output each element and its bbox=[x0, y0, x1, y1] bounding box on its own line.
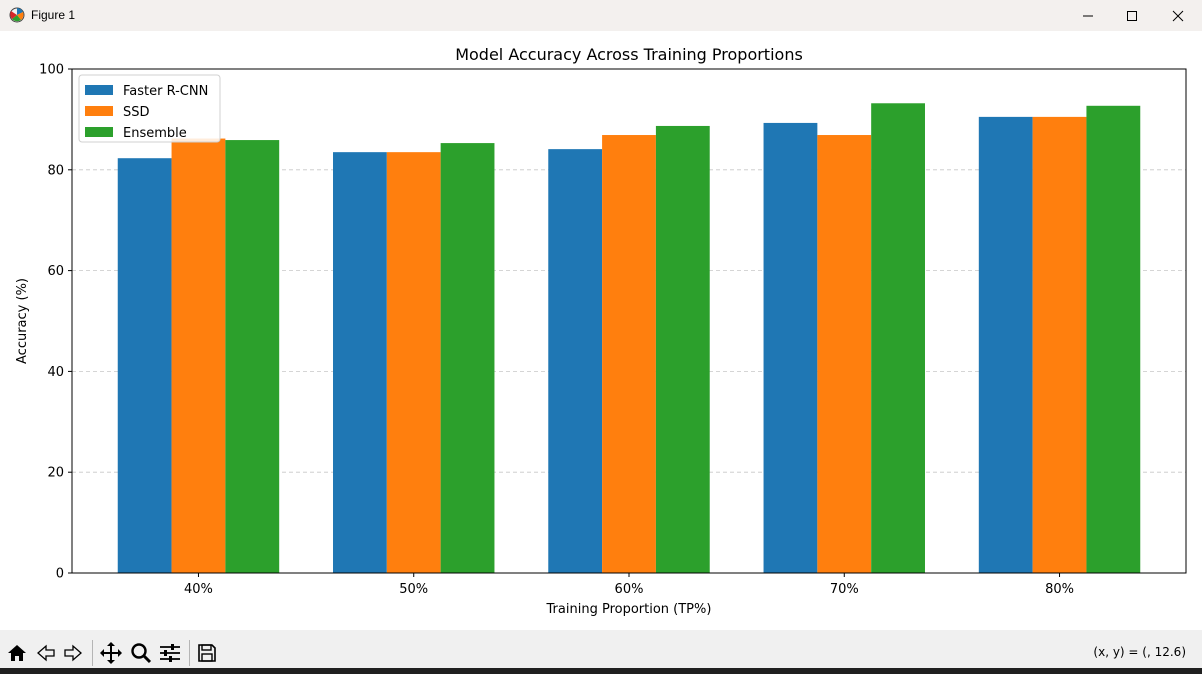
legend-label: SSD bbox=[123, 105, 150, 120]
close-icon bbox=[1172, 10, 1184, 21]
home-button[interactable] bbox=[4, 640, 30, 666]
minimize-button[interactable] bbox=[1065, 0, 1111, 31]
legend-swatch bbox=[85, 85, 113, 95]
save-floppy-icon bbox=[198, 644, 216, 662]
forward-button[interactable] bbox=[60, 640, 86, 666]
maximize-icon bbox=[1127, 10, 1137, 21]
toolbar-separator bbox=[189, 640, 190, 666]
bar-ensemble-3 bbox=[871, 103, 925, 573]
bar-ensemble-4 bbox=[1086, 105, 1141, 574]
y-tick-label: 20 bbox=[47, 466, 64, 481]
home-icon bbox=[8, 645, 26, 661]
x-tick-label: 70% bbox=[830, 582, 859, 597]
forward-arrow-icon bbox=[64, 644, 82, 662]
bar-faster-r-cnn-0 bbox=[117, 158, 172, 573]
bar-faster-r-cnn-2 bbox=[548, 149, 603, 574]
configure-subplots-icon bbox=[160, 644, 180, 662]
bar-faster-r-cnn-3 bbox=[763, 122, 818, 573]
x-tick-label: 40% bbox=[184, 582, 213, 597]
figure-canvas[interactable]: 0 20 40 60 80 100 40% 50% 60% 70% 80% Model Accur… bbox=[0, 31, 1202, 630]
close-button[interactable] bbox=[1155, 0, 1201, 31]
y-tick-label: 0 bbox=[56, 567, 64, 582]
legend-swatch bbox=[85, 127, 113, 137]
bar-faster-r-cnn-1 bbox=[333, 152, 387, 573]
save-button[interactable] bbox=[194, 640, 220, 666]
y-tick-label: 40 bbox=[47, 365, 64, 380]
coordinate-readout: (x, y) = (, 12.6) bbox=[1093, 645, 1186, 659]
bar-faster-r-cnn-4 bbox=[978, 116, 1033, 573]
bar-ssd-0 bbox=[171, 138, 226, 573]
legend-label: Ensemble bbox=[123, 126, 187, 141]
bar-chart: 0 20 40 60 80 100 40% 50% 60% 70% 80% Model Accur… bbox=[15, 45, 1187, 617]
x-tick-label: 80% bbox=[1045, 582, 1074, 597]
bar-ensemble-1 bbox=[440, 143, 495, 573]
zoom-magnifier-icon bbox=[131, 643, 152, 664]
window-title: Figure 1 bbox=[31, 8, 76, 22]
bar-ssd-3 bbox=[817, 135, 872, 574]
y-axis-label: Accuracy (%) bbox=[15, 278, 30, 364]
legend: Faster R-CNN SSD Ensemble bbox=[78, 74, 221, 143]
legend-label: Faster R-CNN bbox=[123, 84, 208, 99]
minimize-icon bbox=[1083, 15, 1093, 16]
title-bar[interactable]: Figure 1 bbox=[0, 0, 1202, 31]
pan-move-icon bbox=[100, 642, 122, 664]
bar-ssd-2 bbox=[602, 135, 656, 574]
bar-ssd-1 bbox=[386, 152, 441, 573]
y-tick-label: 100 bbox=[39, 63, 64, 78]
bar-ssd-4 bbox=[1032, 116, 1087, 573]
legend-box bbox=[78, 74, 221, 143]
bar-ensemble-2 bbox=[655, 125, 710, 574]
legend-swatch bbox=[85, 106, 113, 116]
x-tick-label: 60% bbox=[615, 582, 644, 597]
toolbar-separator bbox=[92, 640, 93, 666]
bar-ensemble-0 bbox=[225, 140, 280, 573]
zoom-button[interactable] bbox=[128, 640, 154, 666]
window-bottom-edge bbox=[0, 668, 1202, 674]
x-axis-ticks: 40% 50% 60% 70% 80% bbox=[184, 573, 1074, 597]
chart-title: Model Accuracy Across Training Proportio… bbox=[455, 45, 803, 64]
configure-subplots-button[interactable] bbox=[157, 640, 183, 666]
x-axis-label: Training Proportion (TP%) bbox=[546, 602, 712, 617]
x-tick-label: 50% bbox=[399, 582, 428, 597]
maximize-button[interactable] bbox=[1109, 0, 1155, 31]
matplotlib-icon bbox=[8, 6, 26, 24]
pan-button[interactable] bbox=[98, 640, 124, 666]
y-axis-ticks: 0 20 40 60 80 100 bbox=[39, 63, 72, 582]
y-tick-label: 80 bbox=[47, 163, 64, 178]
y-tick-label: 60 bbox=[47, 264, 64, 279]
back-arrow-icon bbox=[37, 644, 55, 662]
bars bbox=[117, 103, 1141, 574]
back-button[interactable] bbox=[33, 640, 59, 666]
